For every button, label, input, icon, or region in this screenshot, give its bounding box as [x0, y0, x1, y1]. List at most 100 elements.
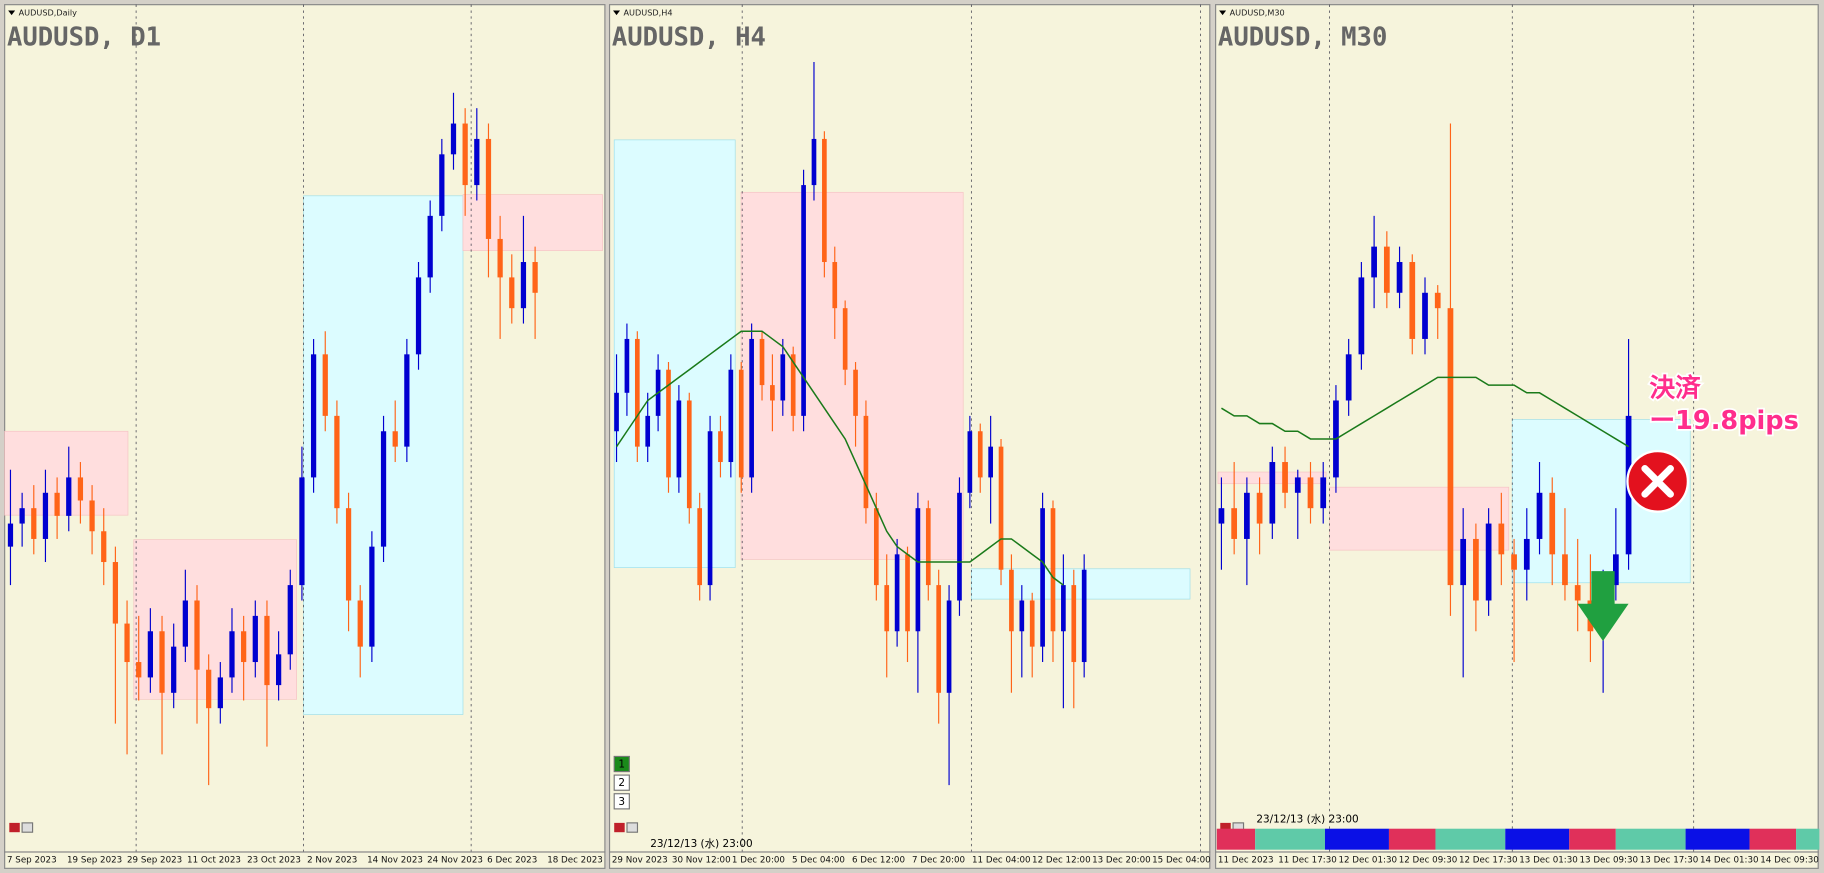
- loss-cross: [1641, 465, 1674, 498]
- minimize-button[interactable]: [21, 822, 34, 833]
- candle-body: [1307, 477, 1314, 509]
- candle-body: [728, 369, 734, 463]
- candle-body: [842, 308, 848, 370]
- candle-body: [749, 338, 754, 478]
- session-bar: [1796, 828, 1820, 850]
- candle-body: [738, 369, 744, 478]
- candle-body: [832, 262, 838, 309]
- candle-body: [1071, 585, 1077, 663]
- candle-body: [66, 477, 72, 516]
- zone: [1329, 486, 1510, 551]
- session-bar: [1216, 828, 1256, 850]
- candle-body: [1498, 523, 1505, 555]
- x-tick-label: 18 Dec 2023: [547, 856, 603, 866]
- candle-body: [206, 669, 212, 709]
- candle-body: [287, 585, 293, 655]
- candle-body: [718, 431, 723, 463]
- axis-bar: [608, 851, 1211, 869]
- candle-body: [1218, 508, 1225, 524]
- candle-body: [415, 277, 422, 355]
- candle-body: [1434, 292, 1441, 309]
- x-tick-label: 6 Dec 2023: [487, 856, 537, 866]
- symbol-label: AUDUSD,M30: [1230, 7, 1285, 17]
- candle-body: [1460, 538, 1467, 586]
- candle-body: [1383, 246, 1390, 293]
- close-button[interactable]: [9, 822, 20, 833]
- session-bar: [1685, 828, 1750, 850]
- candle-body: [1320, 477, 1327, 509]
- x-tick-label: 5 Dec 04:00: [792, 856, 845, 866]
- candle-body: [1231, 508, 1238, 539]
- minimize-button[interactable]: [626, 822, 639, 833]
- x-tick-label: 12 Dec 12:00: [1032, 856, 1091, 866]
- candle-body: [229, 631, 235, 678]
- layer-button[interactable]: [613, 793, 630, 810]
- x-tick-label: 11 Dec 17:30: [1278, 856, 1337, 866]
- candle-body: [217, 677, 223, 709]
- x-tick-label: 13 Dec 20:00: [1092, 856, 1151, 866]
- menu-arrow: [8, 10, 16, 16]
- candle-body: [334, 415, 340, 509]
- x-tick-label: 12 Dec 09:30: [1399, 856, 1458, 866]
- candle-body: [686, 400, 692, 509]
- candle-body: [988, 446, 993, 478]
- candle-body: [42, 492, 49, 539]
- session-bar: [1388, 828, 1436, 850]
- menu-arrow: [1219, 10, 1227, 16]
- close-button[interactable]: [614, 822, 625, 833]
- x-tick-label: 29 Nov 2023: [612, 856, 668, 866]
- candle-body: [1523, 538, 1530, 570]
- annotation: 決済: [1650, 372, 1702, 403]
- candle-body: [801, 185, 806, 416]
- candle-body: [1061, 585, 1066, 632]
- layer-button-label: 3: [618, 796, 625, 808]
- candle-body: [1009, 569, 1014, 632]
- x-tick-label: 13 Dec 17:30: [1640, 856, 1699, 866]
- candle-body: [427, 215, 433, 278]
- axis-bar: [4, 851, 606, 869]
- candle-body: [1244, 492, 1250, 539]
- candle-body: [462, 123, 468, 186]
- candle-body: [345, 508, 352, 601]
- candle-body: [171, 646, 177, 693]
- candle-body: [310, 354, 317, 478]
- candle-body: [1269, 462, 1276, 524]
- candle-body: [1612, 554, 1619, 586]
- candle-body: [697, 508, 703, 586]
- candle-body: [759, 338, 765, 386]
- close-button[interactable]: [1220, 822, 1231, 833]
- x-tick-label: 13 Dec 09:30: [1579, 856, 1638, 866]
- candle-body: [957, 492, 962, 601]
- zone: [613, 139, 736, 568]
- moving-average: [615, 330, 1064, 586]
- candle-body: [1485, 523, 1492, 601]
- candle-body: [450, 123, 457, 155]
- session-bar: [1749, 828, 1797, 850]
- candle-body: [853, 369, 858, 416]
- candle-body: [357, 600, 363, 647]
- candle-body: [485, 138, 492, 239]
- x-tick-label: 7 Dec 20:00: [912, 856, 965, 866]
- candle-body: [666, 369, 671, 478]
- moving-average: [1221, 376, 1629, 448]
- x-tick-label: 7 Sep 2023: [7, 856, 57, 866]
- zone: [462, 194, 603, 251]
- candle-body: [474, 138, 480, 186]
- candle-body: [497, 238, 503, 278]
- layer-button[interactable]: [613, 774, 630, 791]
- candle-body: [998, 446, 1004, 570]
- session-bar: [1505, 828, 1570, 850]
- layer-button[interactable]: [613, 755, 630, 773]
- session-bar: [1435, 828, 1506, 850]
- candle-body: [147, 631, 153, 678]
- x-tick-label: 14 Dec 01:30: [1700, 856, 1759, 866]
- candle-body: [520, 262, 527, 309]
- candle-body: [780, 354, 786, 401]
- candle-body: [915, 508, 921, 632]
- candle-body: [1574, 585, 1581, 601]
- axis-bar: [1215, 851, 1819, 869]
- candle-body: [19, 508, 25, 524]
- candle-body: [194, 600, 200, 670]
